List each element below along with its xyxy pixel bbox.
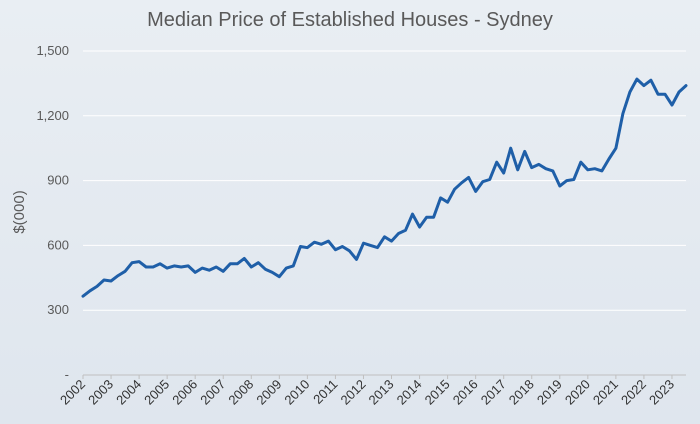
x-tick-label: 2009 [253,377,284,408]
x-tick-label: 2021 [590,377,621,408]
x-tick-label: 2018 [506,377,537,408]
x-tick-label: 2023 [646,377,677,408]
y-tick-labels: - 300 600 900 1,200 1,500 [36,43,69,382]
x-tick-label: 2006 [169,377,200,408]
grid-layer [83,50,686,376]
x-tick-label: 2005 [141,377,172,408]
y-tick-label: 1,200 [36,108,69,123]
y-axis-label: $(000) [11,190,28,233]
x-tick-label: 2003 [85,377,116,408]
x-tick-label: 2020 [562,377,593,408]
x-tick-label: 2017 [478,377,509,408]
x-tick-label: 2019 [534,377,565,408]
x-tick-label: 2015 [422,377,453,408]
x-tick-label: 2022 [618,377,649,408]
series-line [81,77,688,298]
y-tick-label: - [65,367,69,382]
x-tick-label: 2002 [57,377,88,408]
x-tick-label: 2011 [310,377,340,407]
x-tick-label: 2008 [225,377,256,408]
x-tick-label: 2013 [366,377,397,408]
x-tick-label: 2010 [281,377,312,408]
y-tick-label: 300 [47,302,69,317]
x-tick-label: 2016 [450,377,481,408]
series-layer [81,77,688,298]
y-tick-label: 1,500 [36,43,69,58]
x-tick-labels: 2002200320042005200620072008200920102011… [57,375,677,408]
x-tick-label: 2007 [197,377,228,408]
y-tick-label: 900 [47,173,69,188]
chart-title: Median Price of Established Houses - Syd… [147,9,553,31]
x-tick-label: 2004 [113,377,144,408]
y-tick-label: 600 [47,237,69,252]
x-tick-label: 2012 [338,377,369,408]
x-tick-label: 2014 [394,377,425,408]
